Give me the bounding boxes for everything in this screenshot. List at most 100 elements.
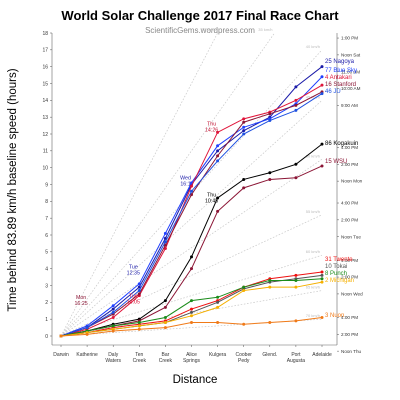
annotation-line: Wed — [180, 175, 191, 181]
data-point — [320, 280, 324, 284]
right-tick-label: 4:00 PM — [341, 145, 358, 150]
legend-label: 86 Kogakuin — [325, 141, 358, 147]
y-tick-label: 8 — [45, 199, 48, 205]
data-point — [85, 332, 89, 336]
data-point — [242, 125, 246, 129]
y-tick-label: 12 — [42, 132, 48, 138]
x-tick-label-line: Coober — [235, 352, 252, 358]
data-point — [268, 177, 272, 181]
right-tick-label: Noon Thu — [341, 349, 362, 354]
x-tick-label-line: Waters — [105, 358, 121, 364]
x-tick-label-line: Ten — [135, 352, 143, 358]
legend-label: 8 Punch — [325, 271, 347, 277]
data-point — [294, 285, 298, 289]
annotation-line: 16:1 — [180, 181, 190, 187]
data-point — [320, 164, 324, 168]
y-tick-label: 9 — [45, 182, 48, 188]
data-point — [294, 108, 298, 112]
data-point — [163, 305, 167, 309]
y-tick-label: 16 — [42, 64, 48, 70]
right-tick-label: 2:00 PM — [341, 275, 358, 280]
y-tick-label: 11 — [43, 149, 48, 155]
data-point — [268, 112, 272, 116]
data-point — [59, 334, 63, 338]
x-tick-label: Adelaide — [312, 352, 332, 358]
annotation-line: Thu — [207, 192, 216, 198]
chart-subtitle: ScientificGems.wordpress.com — [145, 26, 255, 35]
data-point — [163, 326, 167, 330]
data-point — [111, 329, 115, 333]
right-tick-label: 2:00 PM — [341, 332, 358, 337]
data-point — [294, 85, 298, 89]
data-point — [163, 243, 167, 247]
right-tick-label: 4:00 PM — [341, 315, 358, 320]
data-point — [242, 177, 246, 181]
data-point — [268, 285, 272, 289]
reference-line — [60, 32, 218, 337]
timestamp-annotation: Thu 14:26 — [205, 122, 218, 134]
y-tick-label: 14 — [42, 98, 48, 104]
data-point — [268, 278, 272, 282]
data-point — [242, 322, 246, 326]
data-point — [294, 176, 298, 180]
x-tick-label-line: Bar — [162, 352, 170, 358]
data-point — [163, 240, 167, 244]
data-point — [163, 315, 167, 319]
data-point — [137, 292, 141, 296]
data-point — [268, 321, 272, 325]
right-tick-label: 9:00 AM — [341, 103, 358, 108]
y-tick-label: 4 — [45, 266, 48, 272]
x-tick-label-line: Port — [291, 352, 301, 358]
y-tick-label: 3 — [45, 283, 48, 289]
x-tick-label: Bar Creek — [159, 352, 173, 364]
annotation-line: 12:35 — [127, 271, 140, 277]
data-point — [163, 231, 167, 235]
legend-label: 2 Michigan — [325, 278, 354, 284]
y-tick-label: 6 — [45, 233, 48, 239]
right-tick-label: Noon Wed — [341, 292, 363, 297]
data-point — [190, 189, 193, 193]
data-point — [216, 305, 220, 309]
data-point — [216, 149, 220, 153]
timestamp-annotation: Tue 12:35 — [127, 265, 140, 277]
data-point — [216, 144, 220, 148]
timestamp-annotation: Mon 16:25 — [74, 295, 87, 307]
data-point — [268, 119, 272, 123]
right-tick-label: Noon Sat — [341, 52, 361, 57]
x-tick-label: Katherine — [76, 352, 98, 358]
x-tick-label: Alice Springs — [183, 352, 200, 364]
chart-title: World Solar Challenge 2017 Final Race Ch… — [61, 8, 339, 23]
data-point — [137, 324, 141, 328]
data-point — [137, 289, 141, 293]
data-point — [320, 65, 324, 69]
legend-label: 4 Antakari — [325, 75, 352, 81]
x-tick-label-line: Pedy — [238, 358, 250, 364]
timestamp-annotation: Tue 14:05 — [127, 293, 140, 305]
data-point — [294, 278, 298, 282]
x-tick-label-line: Alice — [186, 352, 197, 358]
x-tick-label-line: Creek — [159, 358, 173, 364]
data-point — [294, 273, 298, 277]
y-tick-label: 15 — [42, 81, 48, 87]
reference-line — [60, 100, 323, 337]
data-point — [242, 289, 246, 293]
annotation-line: Tue — [129, 265, 138, 271]
data-point — [111, 310, 115, 314]
data-point — [190, 193, 193, 197]
timestamp-annotation: Thu 10:45 — [205, 192, 218, 204]
reference-line-label: 55 km/h — [306, 209, 320, 214]
annotations: Thu 14:26 Wed 16:1 Thu 10:45 Tue 12:35 Mon 16:25 T… — [74, 122, 218, 307]
reference-line — [60, 32, 275, 337]
y-tick-label: 10 — [42, 165, 48, 171]
x-tick-label: Glend. — [262, 352, 277, 358]
data-point — [163, 321, 167, 325]
reference-line-label: 65 km/h — [306, 285, 320, 290]
x-tick-label-line: Daly — [108, 352, 119, 358]
data-point — [294, 98, 298, 102]
reference-line-label: 60 km/h — [306, 249, 320, 254]
x-tick-label-line: Darwin — [53, 352, 69, 358]
data-point — [216, 130, 220, 134]
data-point — [242, 129, 246, 133]
data-point — [137, 285, 141, 289]
